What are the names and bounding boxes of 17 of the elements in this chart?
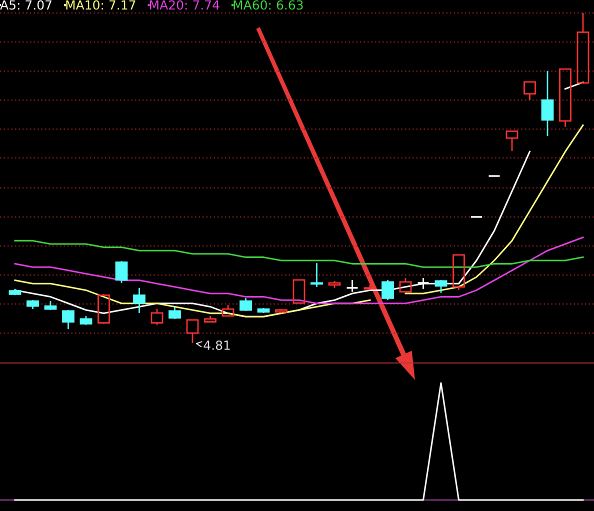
candlestick [62,309,74,330]
legend-label: MA20: 7.74 [150,0,220,10]
candlestick [26,299,39,310]
candlestick [275,308,288,314]
legend-label: A5: 7.07 [0,0,52,10]
candlestick [346,279,359,293]
candlestick [541,70,554,137]
legend-label: MA60: 6.63 [234,0,303,10]
annotation: 4.81 [204,340,230,350]
candlestick [168,306,181,320]
candlestick [240,297,252,312]
candlestick [310,262,323,288]
candlestick [133,287,146,314]
candlestick [382,279,394,301]
candlestick [98,293,110,325]
candlestick [416,277,430,290]
legend-label: MA10: 7.17 [66,0,136,10]
